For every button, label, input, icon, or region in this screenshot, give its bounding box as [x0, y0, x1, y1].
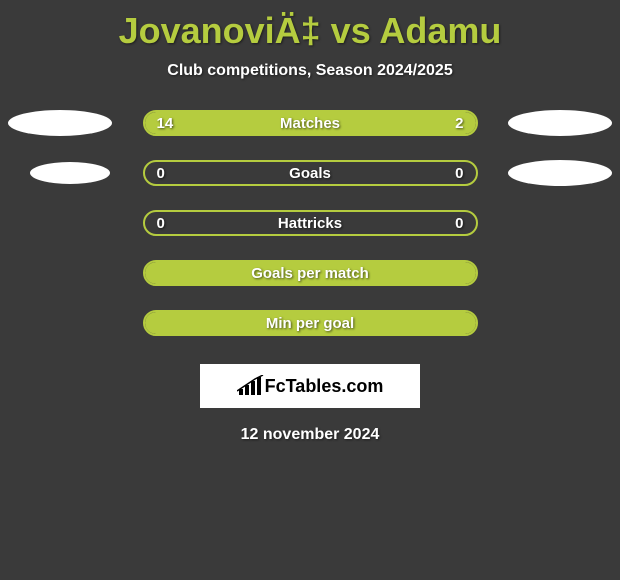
- stat-label: Goals: [145, 165, 476, 182]
- brand-text: FcTables.com: [265, 376, 384, 397]
- stat-label: Goals per match: [145, 265, 476, 282]
- bar-min-per-goal: Min per goal: [143, 310, 478, 336]
- stat-row-min-per-goal: Min per goal: [0, 310, 620, 336]
- date-text: 12 november 2024: [0, 426, 620, 444]
- marker-right-icon: [508, 160, 612, 186]
- bar-hattricks: 0 Hattricks 0: [143, 210, 478, 236]
- stat-label: Matches: [145, 115, 476, 132]
- stat-row-hattricks: 0 Hattricks 0: [0, 210, 620, 236]
- marker-left-icon: [30, 162, 110, 184]
- stat-value-right: 2: [455, 115, 463, 132]
- stat-row-goals-per-match: Goals per match: [0, 260, 620, 286]
- stat-row-goals: 0 Goals 0: [0, 160, 620, 186]
- marker-right-icon: [508, 110, 612, 136]
- subtitle: Club competitions, Season 2024/2025: [0, 62, 620, 80]
- bar-matches: 14 Matches 2: [143, 110, 478, 136]
- marker-left-icon: [8, 110, 112, 136]
- stat-row-matches: 14 Matches 2: [0, 110, 620, 136]
- stat-value-right: 0: [455, 165, 463, 182]
- stat-label: Min per goal: [145, 315, 476, 332]
- bar-goals-per-match: Goals per match: [143, 260, 478, 286]
- page-title: JovanoviÄ‡ vs Adamu: [0, 0, 620, 52]
- stats-container: 14 Matches 2 0 Goals 0 0 Hattricks 0 Goa…: [0, 110, 620, 336]
- stat-label: Hattricks: [145, 215, 476, 232]
- bar-goals: 0 Goals 0: [143, 160, 478, 186]
- chart-icon: [237, 375, 265, 397]
- brand-box[interactable]: FcTables.com: [200, 364, 420, 408]
- stat-value-right: 0: [455, 215, 463, 232]
